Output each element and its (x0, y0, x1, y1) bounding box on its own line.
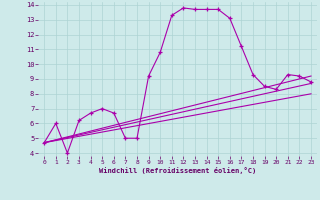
X-axis label: Windchill (Refroidissement éolien,°C): Windchill (Refroidissement éolien,°C) (99, 167, 256, 174)
